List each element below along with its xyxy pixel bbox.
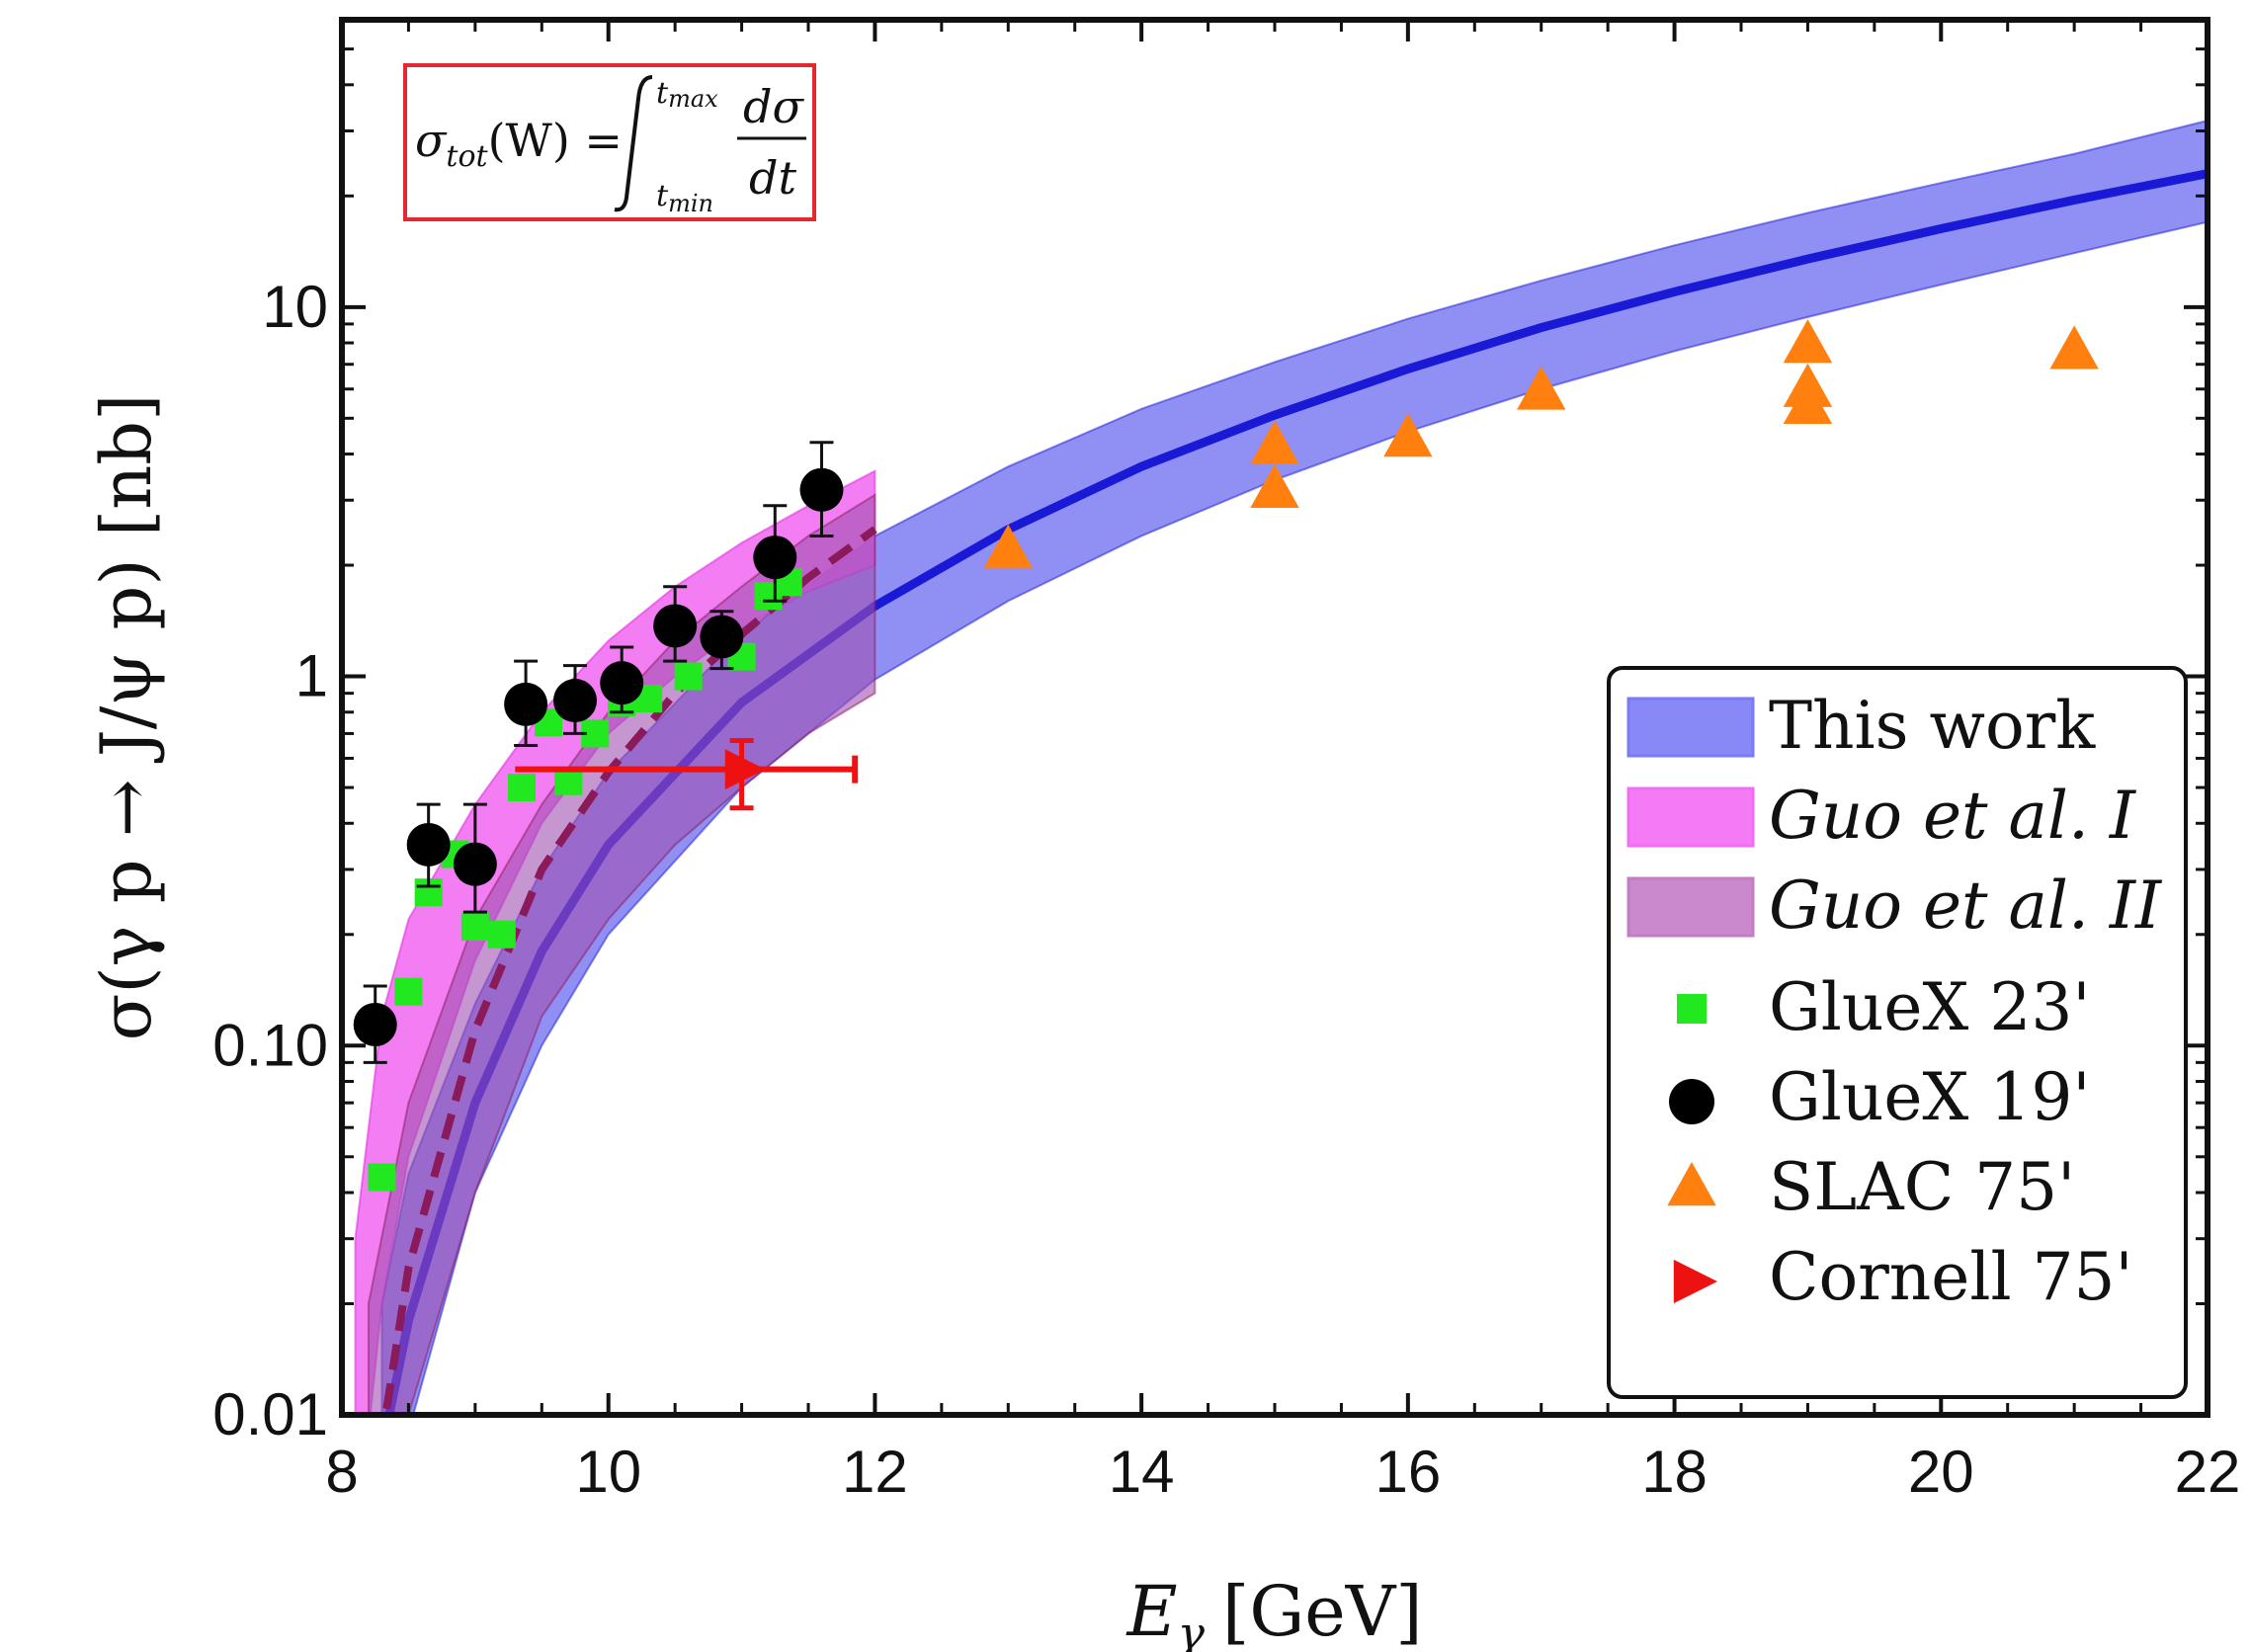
legend-items: This work Guo et al. I Guo et al. II GlueX … <box>1626 688 2163 1315</box>
svg-text:tmax: tmax <box>656 76 718 113</box>
marker-gluex-19 <box>653 604 698 648</box>
legend-entry-slac-75: SLAC 75' <box>1667 1149 2075 1225</box>
legend-entry-guo-et-al-ii: Guo et al. II <box>1626 867 2163 944</box>
marker-gluex-19 <box>753 536 797 580</box>
marker-gluex-19 <box>406 822 451 867</box>
marker-gluex-19 <box>553 679 597 723</box>
marker-gluex-19 <box>504 682 548 726</box>
integral-lower: t <box>656 179 669 213</box>
marker-slac-75 <box>1250 463 1299 508</box>
integral-upper: t <box>656 76 669 111</box>
legend-label: GlueX 23' <box>1769 969 2091 1045</box>
svg-text:σtot(W) =: σtot(W) = <box>415 114 623 174</box>
tick-label-layer: 8 10 12 14 16 18 20 22 0.01 0.10 1 10 <box>212 274 2240 1505</box>
x-tick-label: 18 <box>1641 1439 1708 1505</box>
marker-gluex-19 <box>353 1003 397 1047</box>
marker-gluex-23 <box>487 920 516 949</box>
formula-frame <box>403 63 816 221</box>
y-axis-title: σ(γ p → J/ψ p) [nb] <box>86 394 167 1041</box>
formula-lhs: σ <box>415 114 448 167</box>
legend-swatch <box>1626 786 1755 848</box>
marker-slac-75 <box>2049 325 2099 370</box>
legend-entry-this-work: This work <box>1626 688 2096 764</box>
marker-cornell-75 <box>724 749 766 790</box>
marker-gluex-23 <box>394 977 423 1006</box>
legend-swatch <box>1626 876 1755 938</box>
marker-slac-75 <box>1517 366 1566 410</box>
formula-box: σtot(W) = tmax tmin dσ dt <box>403 63 816 221</box>
legend-label: Cornell 75' <box>1769 1239 2133 1315</box>
x-tick-label: 20 <box>1908 1439 1974 1505</box>
legend-entry-cornell-75: Cornell 75' <box>1673 1239 2133 1315</box>
plot-frame <box>339 17 2210 1418</box>
legend-label: Guo et al. I <box>1769 778 2137 854</box>
legend-label: This work <box>1769 688 2096 764</box>
x-axis-title-symbol: E <box>1125 1571 1177 1652</box>
x-axis-title-unit: [GeV] <box>1222 1571 1423 1652</box>
x-tick-label: 8 <box>325 1439 358 1505</box>
formula-arg: (W) = <box>488 114 623 167</box>
x-tick-label: 10 <box>575 1439 641 1505</box>
x-tick-label: 12 <box>842 1439 908 1505</box>
marker-gluex-23 <box>508 774 537 802</box>
marker-slac-75 <box>1250 420 1299 464</box>
x-tick-label: 22 <box>2175 1439 2241 1505</box>
legend-marker <box>1677 994 1707 1024</box>
marker-gluex-23 <box>460 912 489 941</box>
x-axis-title: Eγ [GeV] <box>1125 1571 1422 1652</box>
legend-label: GlueX 19' <box>1769 1059 2091 1135</box>
marker-slac-75 <box>1783 319 1833 364</box>
legend-swatch <box>1626 697 1755 758</box>
x-axis-title-sub: γ <box>1178 1607 1206 1652</box>
legend-entry-gluex-23: GlueX 23' <box>1677 969 2091 1045</box>
formula-lhs-sub: tot <box>446 139 488 174</box>
formula-numerator: dσ <box>743 80 804 133</box>
y-tick-label: 1 <box>295 643 328 709</box>
formula-denominator: dt <box>749 151 796 205</box>
legend-entry-gluex-19: GlueX 19' <box>1669 1059 2091 1135</box>
marker-gluex-19 <box>700 615 744 659</box>
legend-marker <box>1669 1079 1714 1124</box>
marker-slac-75 <box>983 524 1033 568</box>
marker-gluex-19 <box>453 842 497 886</box>
points-layer <box>353 319 2099 1192</box>
legend: This work Guo et al. I Guo et al. II GlueX … <box>1607 666 2188 1399</box>
legend-label: Guo et al. II <box>1769 867 2163 944</box>
y-tick-label: 10 <box>262 274 328 340</box>
svg-text:tmin: tmin <box>656 179 713 217</box>
marker-gluex-23 <box>674 662 703 691</box>
legend-marker <box>1673 1259 1717 1304</box>
legend-marker <box>1667 1162 1716 1206</box>
marker-slac-75 <box>1383 413 1433 457</box>
y-tick-label: 0.10 <box>212 1012 328 1078</box>
x-tick-label: 16 <box>1375 1439 1441 1505</box>
x-tick-label: 14 <box>1109 1439 1175 1505</box>
legend-entry-guo-et-al-i: Guo et al. I <box>1626 778 2137 854</box>
integral-sign <box>614 75 653 212</box>
marker-gluex-19 <box>600 661 644 705</box>
legend-frame <box>1607 666 2188 1399</box>
marker-slac-75 <box>1783 363 1833 407</box>
marker-gluex-23 <box>368 1163 396 1192</box>
legend-label: SLAC 75' <box>1769 1149 2075 1225</box>
integral-upper-sub: max <box>668 85 718 113</box>
integral-lower-sub: min <box>668 190 713 217</box>
y-tick-label: 0.01 <box>212 1381 328 1447</box>
marker-gluex-19 <box>799 467 844 512</box>
band-guo-et-al-ii <box>367 493 876 1415</box>
